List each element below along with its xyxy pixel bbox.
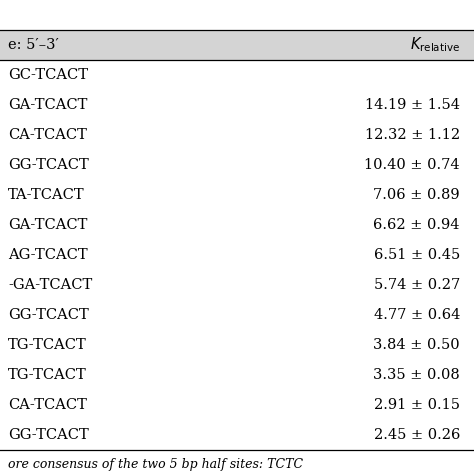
Text: 10.40 ± 0.74: 10.40 ± 0.74 — [365, 158, 460, 172]
Text: GG-TCACT: GG-TCACT — [8, 308, 89, 322]
Text: GC-TCACT: GC-TCACT — [8, 68, 88, 82]
Text: 6.51 ± 0.45: 6.51 ± 0.45 — [374, 248, 460, 262]
Text: 12.32 ± 1.12: 12.32 ± 1.12 — [365, 128, 460, 142]
Text: 2.91 ± 0.15: 2.91 ± 0.15 — [374, 398, 460, 412]
Text: 4.77 ± 0.64: 4.77 ± 0.64 — [374, 308, 460, 322]
Text: TA-TCACT: TA-TCACT — [8, 188, 85, 202]
Text: GG-TCACT: GG-TCACT — [8, 428, 89, 442]
Text: GA-TCACT: GA-TCACT — [8, 98, 87, 112]
Text: TG-TCACT: TG-TCACT — [8, 368, 87, 382]
Text: e: 5′–3′: e: 5′–3′ — [8, 38, 59, 52]
Text: CA-TCACT: CA-TCACT — [8, 398, 87, 412]
Text: 14.19 ± 1.54: 14.19 ± 1.54 — [365, 98, 460, 112]
Bar — [0, 30, 474, 60]
Text: ore consensus of the two 5 bp half sites: TCTC: ore consensus of the two 5 bp half sites… — [8, 458, 303, 471]
Text: 5.74 ± 0.27: 5.74 ± 0.27 — [374, 278, 460, 292]
Text: AG-TCACT: AG-TCACT — [8, 248, 88, 262]
Text: -GA-TCACT: -GA-TCACT — [8, 278, 92, 292]
Text: 3.35 ± 0.08: 3.35 ± 0.08 — [373, 368, 460, 382]
Text: 6.62 ± 0.94: 6.62 ± 0.94 — [374, 218, 460, 232]
Text: TG-TCACT: TG-TCACT — [8, 338, 87, 352]
Text: CA-TCACT: CA-TCACT — [8, 128, 87, 142]
Text: 7.06 ± 0.89: 7.06 ± 0.89 — [374, 188, 460, 202]
Text: GG-TCACT: GG-TCACT — [8, 158, 89, 172]
Text: GA-TCACT: GA-TCACT — [8, 218, 87, 232]
Text: 3.84 ± 0.50: 3.84 ± 0.50 — [374, 338, 460, 352]
Text: $\mathit{K}_{\mathrm{relative}}$: $\mathit{K}_{\mathrm{relative}}$ — [410, 36, 460, 55]
Text: 2.45 ± 0.26: 2.45 ± 0.26 — [374, 428, 460, 442]
